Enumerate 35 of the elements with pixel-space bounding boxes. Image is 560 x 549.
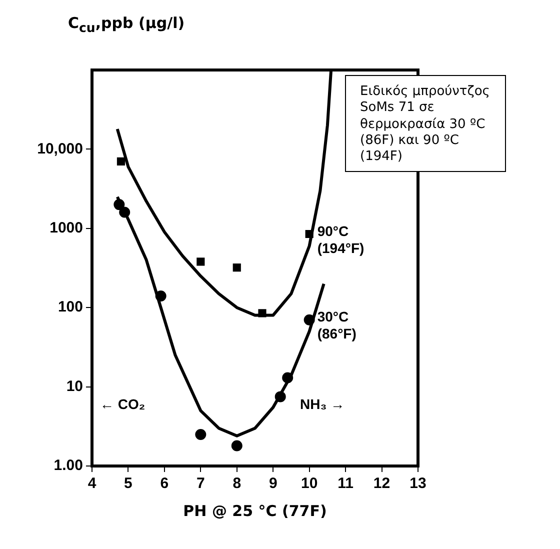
point [258,309,266,318]
point [304,314,315,326]
y-tick-label: 10 [66,378,83,395]
point [232,264,241,272]
annotation: NH₃ → [300,396,345,412]
x-tick-label: 13 [410,475,426,492]
point [305,230,314,238]
y-tick-label: 100 [58,298,83,316]
y-tick-label: 10,000 [37,140,83,158]
point [195,428,206,440]
annotation: Ειδικός μπρούντζος SoMs 71 σε θερμοκρασία 30 ºC (86F) και 90 ºC (194F) [345,75,506,172]
point [116,157,126,166]
x-tick-label: 8 [232,475,242,492]
y-axis-title: C$_{cu}$,ppb (μg/l) [68,14,185,35]
x-tick-label: 4 [88,475,97,492]
x-axis-title: PH @ 25 °C (77F) [182,502,328,520]
series-label: 30°C (86°F) [317,308,356,342]
annotation: ← CO₂ [100,396,146,412]
x-tick-label: 11 [338,475,354,492]
point [274,391,286,402]
x-tick-label: 5 [124,475,132,492]
point [155,290,166,302]
x-tick-label: 10 [300,475,318,492]
y-tick-label: 1.00 [54,457,83,474]
point [231,440,242,452]
y-tick-label: 1000 [50,220,83,237]
x-tick-label: 12 [373,475,390,492]
point [196,258,205,266]
point [114,199,125,210]
x-tick-label: 9 [268,475,278,492]
series-label: 90°C (194°F) [317,222,364,256]
point [119,206,130,218]
point [282,372,294,384]
x-tick-label: 7 [196,475,205,492]
x-tick-label: 6 [160,475,169,492]
